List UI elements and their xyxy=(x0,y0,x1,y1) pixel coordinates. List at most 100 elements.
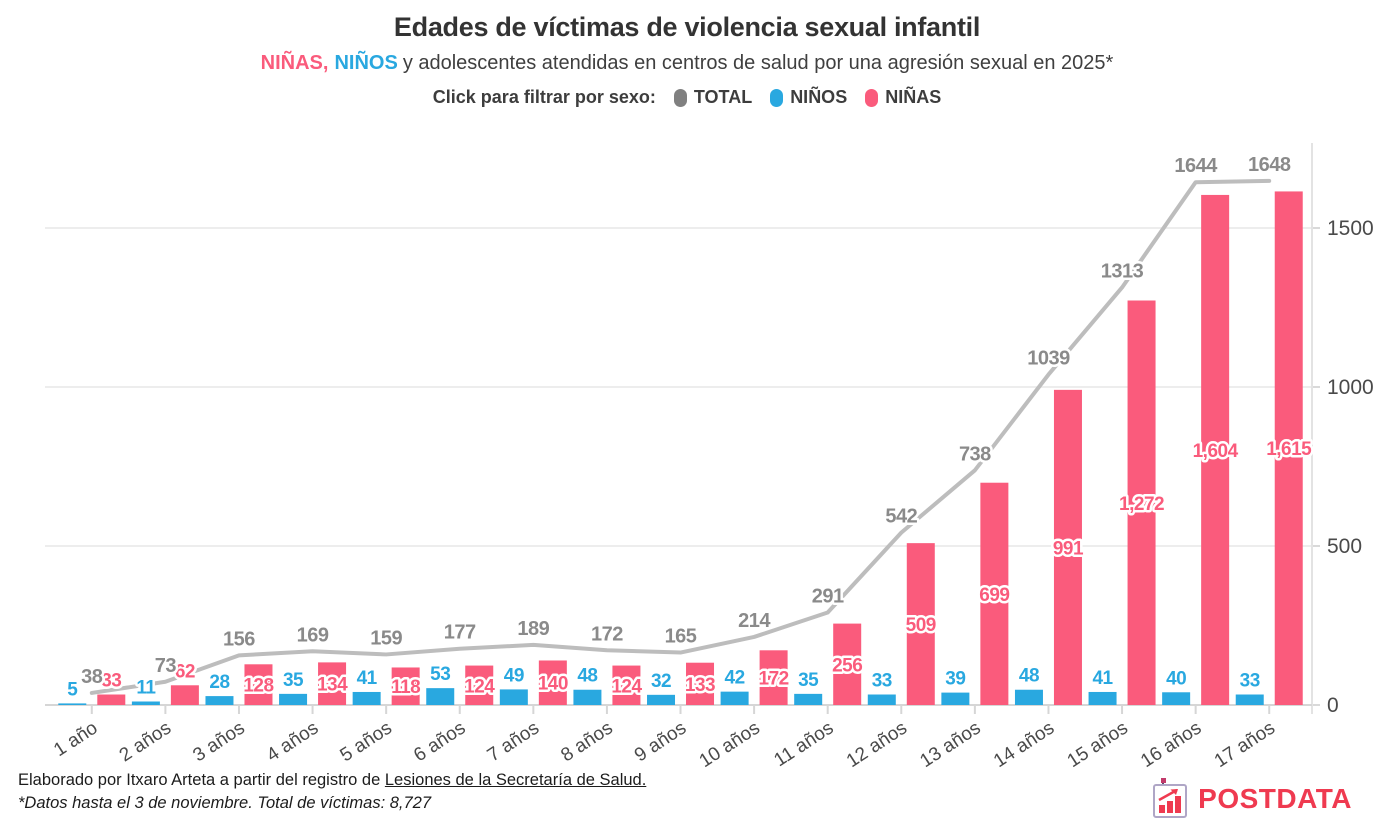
y-tick-label: 500 xyxy=(1327,535,1362,558)
x-tick-label: 7 años xyxy=(484,718,543,767)
value-label-total: 177 xyxy=(444,622,476,644)
postdata-chart-icon xyxy=(1153,778,1188,818)
y-tick-label: 1500 xyxy=(1327,217,1374,240)
brand-logo: POSTDATA xyxy=(1150,777,1352,821)
value-label-total: 738 xyxy=(959,443,991,465)
x-tick-label: 17 años xyxy=(1211,718,1279,772)
subtitle-rest: y adolescentes atendidas en centros de s… xyxy=(402,52,1114,74)
bar-ninos[interactable] xyxy=(1235,694,1264,705)
bar-ninas[interactable] xyxy=(906,543,935,705)
value-label-ninas: 509 xyxy=(906,615,936,636)
bar-ninos[interactable] xyxy=(58,703,87,705)
total-swatch-icon xyxy=(673,88,687,107)
bar-ninas[interactable] xyxy=(833,623,862,705)
x-tick-label: 10 años xyxy=(696,718,764,772)
bar-ninas[interactable] xyxy=(612,665,641,705)
bar-ninos[interactable] xyxy=(279,693,308,705)
bar-ninas[interactable] xyxy=(244,664,273,705)
bar-ninas[interactable] xyxy=(980,482,1009,705)
value-label-ninos: 33 xyxy=(1240,671,1260,692)
value-label-ninos: 5 xyxy=(67,679,78,700)
bar-ninas[interactable] xyxy=(318,662,347,705)
value-label-total: 73 xyxy=(155,655,177,677)
ninos-swatch-icon xyxy=(770,88,784,107)
x-tick-label: 6 años xyxy=(410,718,469,767)
bar-ninos[interactable] xyxy=(941,692,970,705)
x-tick-label: 4 años xyxy=(263,718,322,767)
value-label-ninos: 53 xyxy=(430,664,450,685)
value-label-ninos: 49 xyxy=(504,665,524,686)
value-label-ninas: 133 xyxy=(685,675,715,696)
bar-ninos[interactable] xyxy=(205,696,234,705)
value-label-total: 1039 xyxy=(1027,348,1070,370)
bar-ninos[interactable] xyxy=(794,693,823,705)
bar-ninos[interactable] xyxy=(499,689,528,705)
bar-ninas[interactable] xyxy=(538,660,567,705)
bar-ninos[interactable] xyxy=(1088,691,1117,705)
bar-ninas[interactable] xyxy=(1053,389,1082,705)
ninas-swatch-icon xyxy=(865,88,879,107)
x-tick-label: 3 años xyxy=(189,718,248,767)
bar-ninos[interactable] xyxy=(1162,692,1191,705)
value-label-ninos: 32 xyxy=(651,671,671,692)
total-line xyxy=(89,178,1272,695)
chart-svg: 0 500 1000 1500 1 año 2 años 3 años 4 años 5 año… xyxy=(45,143,1374,772)
value-label-ninos: 41 xyxy=(1092,668,1113,689)
bar-ninas[interactable] xyxy=(1274,191,1303,705)
bar-ninas[interactable] xyxy=(759,650,788,705)
bar-ninas[interactable] xyxy=(465,665,494,705)
y-tick-label: 0 xyxy=(1327,694,1339,717)
value-label-ninos: 35 xyxy=(798,670,819,691)
credit-line: Elaborado por Itxaro Arteta a partir del… xyxy=(18,771,646,790)
value-label-ninos: 40 xyxy=(1166,668,1186,689)
value-label-ninos: 33 xyxy=(872,671,892,692)
bar-ninos[interactable] xyxy=(573,689,602,705)
x-tick-label: 5 años xyxy=(337,718,396,767)
bar-ninas[interactable] xyxy=(170,685,199,705)
chart-area: 0 500 1000 1500 1 año 2 años 3 años 4 años 5 año… xyxy=(0,128,1374,773)
value-label-total: 542 xyxy=(885,506,917,528)
bar-ninos[interactable] xyxy=(426,688,455,705)
x-tick-label: 2 años xyxy=(116,718,175,767)
value-label-ninos: 39 xyxy=(945,669,965,690)
subtitle-girls-word: NIÑAS, xyxy=(260,52,329,74)
credit-link[interactable]: Lesiones de la Secretaría de Salud. xyxy=(384,771,647,789)
bar-ninos[interactable] xyxy=(1014,689,1043,705)
bar-ninas[interactable] xyxy=(1127,300,1156,705)
value-label-total: 156 xyxy=(223,628,255,650)
legend-item-total[interactable]: TOTAL xyxy=(673,87,752,108)
x-tick-label: 11 años xyxy=(770,718,837,772)
value-label-total: 169 xyxy=(297,624,329,646)
value-label-ninos: 42 xyxy=(725,668,745,689)
bar-ninos[interactable] xyxy=(720,691,749,705)
x-tick-label: 16 años xyxy=(1137,718,1205,772)
x-tick-label: 8 años xyxy=(557,718,616,767)
value-label-ninas: 33 xyxy=(101,671,121,692)
bar-ninos[interactable] xyxy=(352,691,381,705)
value-label-ninos: 11 xyxy=(136,678,156,699)
subtitle: NIÑAS, NIÑOS y adolescentes atendidas en c… xyxy=(0,52,1374,75)
subtitle-boys-word: NIÑOS xyxy=(334,52,398,74)
value-label-ninas: 172 xyxy=(759,669,789,690)
bar-ninos[interactable] xyxy=(131,701,160,705)
x-tick-label: 13 años xyxy=(916,718,984,772)
bar-ninos[interactable] xyxy=(647,694,676,705)
value-label-ninos: 41 xyxy=(357,668,378,689)
value-label-ninas: 1,604 xyxy=(1193,441,1239,462)
bar-ninas[interactable] xyxy=(1201,194,1230,705)
legend-item-label: NIÑOS xyxy=(790,87,848,107)
bar-ninos[interactable] xyxy=(867,694,896,705)
bar-ninas[interactable] xyxy=(686,662,715,705)
value-label-total: 172 xyxy=(591,623,623,645)
value-label-ninos: 48 xyxy=(577,666,597,687)
x-tick-label: 14 años xyxy=(990,718,1058,772)
value-label-ninas: 991 xyxy=(1053,538,1084,559)
value-label-total: 189 xyxy=(517,618,549,640)
y-tick-label: 1000 xyxy=(1327,376,1374,399)
legend-item-ninos[interactable]: NIÑOS xyxy=(770,87,847,108)
bar-ninas[interactable] xyxy=(391,667,420,705)
brand-name: POSTDATA xyxy=(1198,783,1352,814)
bar-ninas[interactable] xyxy=(97,694,126,705)
legend-item-ninas[interactable]: NIÑAS xyxy=(865,87,941,108)
